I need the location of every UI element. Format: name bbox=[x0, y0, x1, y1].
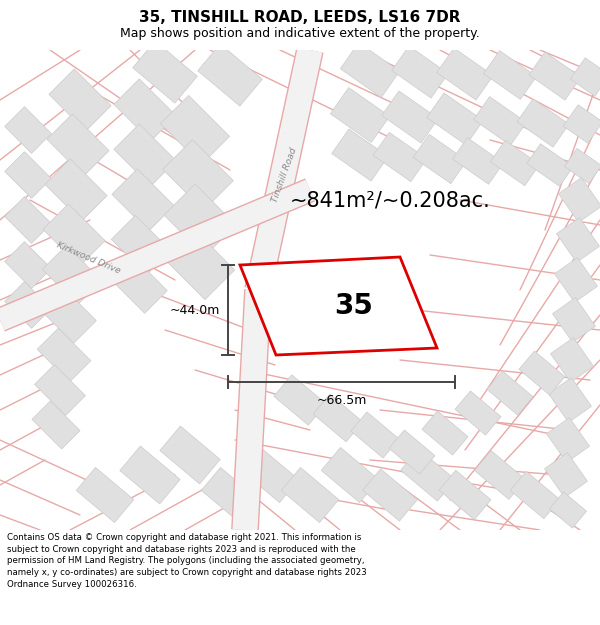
Polygon shape bbox=[382, 91, 438, 143]
Polygon shape bbox=[473, 97, 526, 146]
Polygon shape bbox=[437, 48, 493, 100]
Polygon shape bbox=[427, 93, 483, 145]
Polygon shape bbox=[340, 42, 400, 98]
Polygon shape bbox=[527, 144, 573, 186]
Polygon shape bbox=[5, 107, 52, 153]
Polygon shape bbox=[114, 124, 176, 186]
Text: ~44.0m: ~44.0m bbox=[170, 304, 220, 316]
Polygon shape bbox=[321, 448, 379, 503]
Polygon shape bbox=[556, 217, 599, 262]
Polygon shape bbox=[332, 129, 388, 181]
Polygon shape bbox=[422, 411, 468, 455]
Polygon shape bbox=[331, 88, 389, 142]
Polygon shape bbox=[389, 430, 435, 474]
Polygon shape bbox=[313, 394, 363, 442]
Polygon shape bbox=[43, 245, 101, 305]
Polygon shape bbox=[45, 159, 107, 221]
Text: 35, TINSHILL ROAD, LEEDS, LS16 7DR: 35, TINSHILL ROAD, LEEDS, LS16 7DR bbox=[139, 10, 461, 25]
Polygon shape bbox=[487, 371, 533, 415]
Polygon shape bbox=[455, 391, 501, 435]
Polygon shape bbox=[373, 132, 427, 182]
Polygon shape bbox=[163, 139, 233, 211]
Polygon shape bbox=[517, 99, 569, 147]
Polygon shape bbox=[160, 426, 220, 484]
Polygon shape bbox=[550, 338, 593, 382]
Polygon shape bbox=[484, 51, 536, 99]
Polygon shape bbox=[111, 257, 167, 313]
Text: 35: 35 bbox=[334, 292, 373, 320]
Text: Tinshill Road: Tinshill Road bbox=[271, 146, 299, 204]
Polygon shape bbox=[553, 298, 596, 343]
Text: ~66.5m: ~66.5m bbox=[316, 394, 367, 407]
Polygon shape bbox=[281, 468, 339, 522]
Polygon shape bbox=[32, 401, 80, 449]
Polygon shape bbox=[548, 378, 592, 423]
Polygon shape bbox=[413, 134, 467, 184]
Polygon shape bbox=[49, 69, 111, 131]
Polygon shape bbox=[160, 96, 230, 164]
Polygon shape bbox=[40, 287, 96, 343]
Text: Kirkwood Drive: Kirkwood Drive bbox=[55, 241, 121, 276]
Polygon shape bbox=[475, 451, 526, 499]
Polygon shape bbox=[240, 257, 437, 355]
Polygon shape bbox=[112, 169, 174, 231]
Polygon shape bbox=[544, 452, 587, 498]
Text: Map shows position and indicative extent of the property.: Map shows position and indicative extent… bbox=[120, 27, 480, 40]
Polygon shape bbox=[452, 138, 503, 184]
Polygon shape bbox=[563, 105, 600, 143]
Polygon shape bbox=[519, 351, 565, 395]
Polygon shape bbox=[439, 470, 491, 520]
Polygon shape bbox=[5, 197, 52, 243]
Text: ~841m²/~0.208ac.: ~841m²/~0.208ac. bbox=[290, 190, 491, 210]
Polygon shape bbox=[164, 184, 236, 256]
Polygon shape bbox=[43, 204, 105, 266]
Polygon shape bbox=[133, 41, 197, 103]
Polygon shape bbox=[554, 258, 598, 302]
Polygon shape bbox=[510, 471, 560, 519]
Polygon shape bbox=[529, 52, 581, 100]
Polygon shape bbox=[241, 448, 299, 503]
Polygon shape bbox=[559, 177, 600, 222]
Polygon shape bbox=[570, 58, 600, 96]
Polygon shape bbox=[47, 114, 109, 176]
Polygon shape bbox=[5, 282, 52, 328]
Polygon shape bbox=[351, 412, 399, 458]
Polygon shape bbox=[392, 46, 448, 98]
Polygon shape bbox=[76, 468, 134, 522]
Polygon shape bbox=[5, 242, 52, 288]
Polygon shape bbox=[114, 79, 176, 141]
Polygon shape bbox=[401, 449, 455, 501]
Polygon shape bbox=[112, 215, 170, 275]
Polygon shape bbox=[547, 418, 590, 462]
Polygon shape bbox=[201, 468, 259, 522]
Polygon shape bbox=[490, 140, 539, 186]
Polygon shape bbox=[274, 375, 326, 425]
Polygon shape bbox=[550, 492, 587, 528]
Polygon shape bbox=[35, 364, 85, 416]
Polygon shape bbox=[197, 44, 262, 106]
Text: Contains OS data © Crown copyright and database right 2021. This information is
: Contains OS data © Crown copyright and d… bbox=[7, 533, 367, 589]
Polygon shape bbox=[166, 231, 235, 299]
Polygon shape bbox=[5, 152, 52, 198]
Polygon shape bbox=[362, 469, 418, 521]
Polygon shape bbox=[120, 446, 180, 504]
Polygon shape bbox=[565, 148, 600, 184]
Polygon shape bbox=[37, 328, 91, 382]
